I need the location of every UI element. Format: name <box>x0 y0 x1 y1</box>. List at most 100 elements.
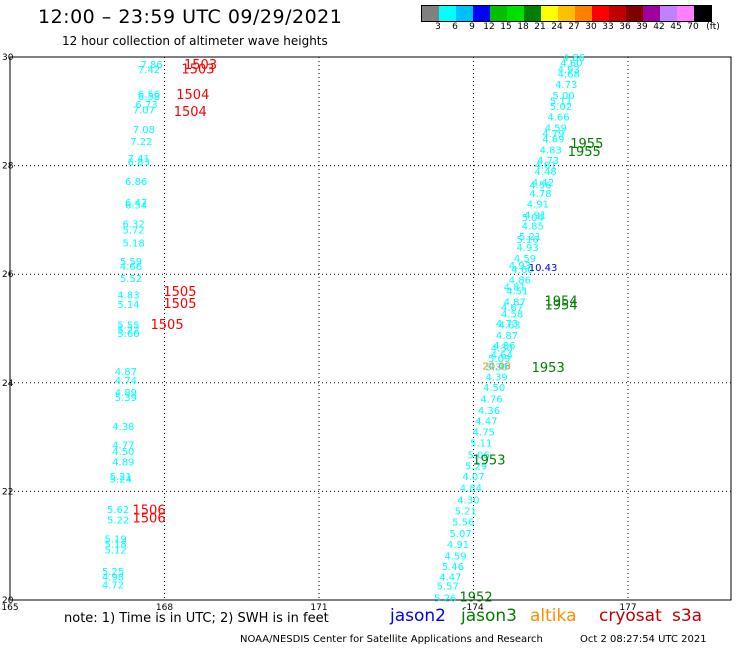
legend-jason2: jason2 <box>390 606 446 626</box>
credit-text: NOAA/NESDIS Center for Satellite Applica… <box>240 634 543 645</box>
colorbar-label: 24 <box>551 22 563 32</box>
data-label: 7.42 <box>138 65 160 76</box>
data-label: 5.29 <box>465 461 487 472</box>
data-label: 5.09 <box>488 354 510 365</box>
data-label: 5.19 <box>104 535 126 546</box>
data-label: 6.54 <box>125 201 147 212</box>
data-label: 4.48 <box>534 167 556 178</box>
colorbar-swatch <box>541 6 558 21</box>
data-label: 1504 <box>176 88 209 103</box>
colorbar-label: 39 <box>636 22 648 32</box>
data-label: 4.68 <box>558 69 580 80</box>
data-label: 7.41 <box>128 154 150 165</box>
data-label: 4.89 <box>115 388 137 399</box>
legend-jason3: jason3 <box>461 606 517 626</box>
colorbar-label: 15 <box>500 22 512 32</box>
data-label: 4.86 <box>509 276 531 287</box>
data-label: 4.89 <box>112 458 134 469</box>
data-label: 4.79 <box>542 129 564 140</box>
data-label: 5.57 <box>437 581 459 592</box>
data-label: 4.93 <box>558 65 580 76</box>
colorbar-label: 18 <box>517 22 529 32</box>
data-label: 6.73 <box>135 100 157 111</box>
colorbar-label: 45 <box>670 22 682 32</box>
colorbar-swatch <box>439 6 456 21</box>
y-tick-label: 26 <box>2 270 14 280</box>
data-label: 5.21 <box>519 232 541 243</box>
footer-note: note: 1) Time is in UTC; 2) SWH is in fe… <box>64 611 329 626</box>
colorbar-swatch <box>422 6 439 21</box>
data-label: 4.46 <box>488 361 510 372</box>
data-label: 4.87 <box>504 297 526 308</box>
data-label: 4.30 <box>457 496 479 507</box>
data-label: 4.85 <box>522 221 544 232</box>
data-label: 4.86 <box>493 341 515 352</box>
legend-s3a: s3a <box>672 606 703 626</box>
data-label: 4.73 <box>555 80 577 91</box>
data-label: 4.93 <box>509 261 531 272</box>
chart-subtitle: 12 hour collection of altimeter wave hei… <box>62 34 328 48</box>
y-tick-label: 24 <box>2 379 14 389</box>
colorbar-swatch <box>677 6 694 21</box>
data-label: 4.98 <box>102 573 124 584</box>
data-label: 4.60 <box>560 58 582 69</box>
data-label: 4.83 <box>117 290 139 301</box>
colorbar-label: 21 <box>534 22 546 32</box>
data-label: 1954 <box>545 294 578 309</box>
data-label: 4.86 <box>563 53 585 64</box>
data-label: 1955 <box>570 137 603 152</box>
data-label: 4.56 <box>529 181 551 192</box>
data-label: 5.21 <box>455 506 477 517</box>
data-label: 4.69 <box>542 134 564 145</box>
data-label: 6.83 <box>128 157 150 168</box>
colorbar-label: 30 <box>585 22 597 32</box>
data-label: 5.22 <box>117 326 139 337</box>
data-label: 5.56 <box>452 517 474 528</box>
data-label: 5.62 <box>107 505 129 516</box>
data-label: 4.81 <box>504 283 526 294</box>
data-label: 4.77 <box>112 441 134 452</box>
data-label: 5.72 <box>122 226 144 237</box>
data-label: 4.58 <box>501 309 523 320</box>
data-label: 5.59 <box>120 257 142 268</box>
data-label: 5.39 <box>115 393 137 404</box>
data-label: 1955 <box>568 145 601 160</box>
data-label: 5.55 <box>117 321 139 332</box>
data-label: 4.93 <box>516 243 538 254</box>
colorbar-label: 9 <box>469 22 475 32</box>
colorbar <box>421 5 712 22</box>
colorbar-swatch <box>575 6 592 21</box>
data-label: 4.39 <box>486 372 508 383</box>
colorbar-swatch <box>592 6 609 21</box>
chart-title: 12:00 – 23:59 UTC 09/29/2021 <box>38 6 343 28</box>
data-label: 5.60 <box>117 329 139 340</box>
colorbar-labels: 3 6 9 12 15 18 21 24 27 30 33 36 39 42 45 70 (ft) <box>421 22 740 34</box>
colorbar-label: 33 <box>602 22 614 32</box>
data-label: 7.07 <box>133 106 155 117</box>
data-label: 4.73 <box>496 319 518 330</box>
colorbar-swatch <box>558 6 575 21</box>
colorbar-swatch <box>643 6 660 21</box>
data-label: 5.11 <box>550 96 572 107</box>
data-label: 4.30 <box>491 344 513 355</box>
data-label: 4.67 <box>501 303 523 314</box>
data-label: 4.66 <box>547 113 569 124</box>
colorbar-label: 12 <box>483 22 495 32</box>
y-tick-label: 22 <box>2 487 13 497</box>
x-tick-label: 165 <box>1 603 18 613</box>
data-label: 4.59 <box>545 124 567 135</box>
data-label: 4.36 <box>478 406 500 417</box>
data-label: 4.72 <box>102 580 124 591</box>
data-label: 7.86 <box>140 60 162 71</box>
data-label: 1953 <box>532 361 565 376</box>
data-label: 1505 <box>163 285 196 300</box>
data-label: 4.47 <box>439 573 461 584</box>
data-label: 5.18 <box>122 239 144 250</box>
colorbar-swatch <box>694 6 711 21</box>
data-label: 4.87 <box>115 367 137 378</box>
credit-timestamp: Oct 2 08:27:54 UTC 2021 <box>580 634 707 645</box>
data-label: 5.14 <box>117 300 139 311</box>
data-label: 1953 <box>472 453 505 468</box>
y-tick-label: 30 <box>2 53 14 63</box>
